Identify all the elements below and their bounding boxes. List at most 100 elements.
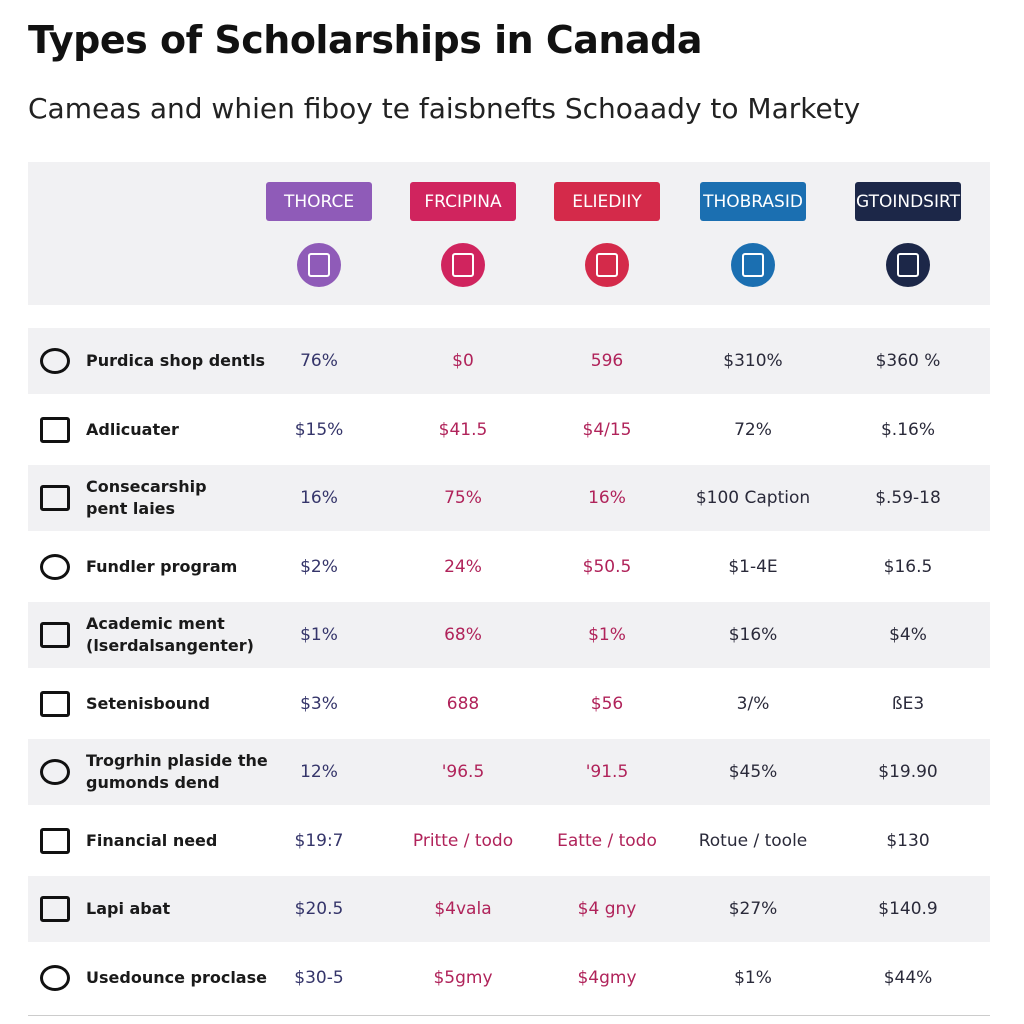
row-icon xyxy=(40,896,70,922)
cell: $41.5 xyxy=(438,419,488,440)
cell: $4 gny xyxy=(577,899,637,919)
cell: $16% xyxy=(728,625,778,645)
column-badge: ELIEDIIY xyxy=(554,182,660,221)
cell: $0 xyxy=(452,351,474,371)
icon-glyph xyxy=(308,253,330,277)
cell: 16% xyxy=(300,488,338,508)
row-icon xyxy=(40,348,70,374)
row-label-line: (lserdalsangenter) xyxy=(86,636,254,655)
cell: $4% xyxy=(889,625,927,645)
cell: 16% xyxy=(588,488,626,508)
cell: $44% xyxy=(883,967,933,988)
cell: $130 xyxy=(886,830,930,851)
row-icon xyxy=(40,553,70,580)
cell: $19.90 xyxy=(878,762,938,782)
row-label: Lapi abat xyxy=(86,898,170,920)
cell: 12% xyxy=(300,762,338,782)
title: Types of Scholarships in Canada xyxy=(28,18,702,62)
row-background xyxy=(28,328,990,394)
cell: Pritte / todo xyxy=(412,830,514,851)
row-background xyxy=(28,602,990,668)
row-label: Academic ment (lserdalsangenter) xyxy=(86,613,254,657)
cell: $19:7 xyxy=(294,830,344,851)
column-badge: FRCIPINA xyxy=(410,182,516,221)
row-label: Usedounce proclase xyxy=(86,967,267,989)
bottom-rule xyxy=(28,1015,990,1016)
row-label-line: Purdica shop dentls xyxy=(86,351,266,370)
cell: $4vala xyxy=(434,899,492,919)
row-icon xyxy=(40,485,70,511)
row-label-line: Setenisbound xyxy=(86,693,210,713)
cell: $310% xyxy=(723,351,783,371)
column-icon xyxy=(886,243,930,287)
cell: 72% xyxy=(734,419,772,440)
row-label-line: Fundler program xyxy=(86,556,238,576)
cell: $16.5 xyxy=(883,556,933,577)
cell: $.59-18 xyxy=(875,488,941,508)
cell: 76% xyxy=(300,351,338,371)
cell: $50.5 xyxy=(582,556,632,577)
cell: Rotue / toole xyxy=(698,830,808,851)
cell: $20.5 xyxy=(294,899,344,919)
cell: $30-5 xyxy=(294,967,344,988)
cell: 75% xyxy=(444,488,482,508)
row-label-line: pent laies xyxy=(86,499,176,518)
cell: $4/15 xyxy=(582,419,632,440)
row-background xyxy=(28,876,990,942)
cell: $1-4E xyxy=(728,556,778,577)
cell: $56 xyxy=(590,693,624,714)
row-background xyxy=(28,465,990,531)
cell: 3/% xyxy=(736,693,770,714)
row-label-line: Usedounce proclase xyxy=(86,967,267,987)
column-badge: THOBRASID xyxy=(700,182,806,221)
row-label-line: Lapi abat xyxy=(86,899,171,918)
row-label-line: Financial need xyxy=(86,830,218,850)
row-label-line: Academic ment xyxy=(86,614,225,633)
row-label-line: Adlicuater xyxy=(86,419,179,439)
row-label: Adlicuater xyxy=(86,419,179,441)
row-label-line: Trogrhin plaside the xyxy=(86,751,268,770)
cell: $360 % xyxy=(875,351,941,371)
cell: $45% xyxy=(728,762,778,782)
cell: '91.5 xyxy=(585,762,629,782)
cell: 596 xyxy=(590,351,624,371)
cell: $5gmy xyxy=(433,967,493,988)
row-background xyxy=(28,739,990,805)
row-icon xyxy=(40,827,70,854)
column-icon xyxy=(585,243,629,287)
cell: 688 xyxy=(446,693,480,714)
row-label-line: Consecarship xyxy=(86,477,207,496)
row-icon xyxy=(40,964,70,991)
row-label: Consecarship pent laies xyxy=(86,476,207,520)
icon-glyph xyxy=(452,253,474,277)
cell: $1% xyxy=(734,967,772,988)
icon-glyph xyxy=(897,253,919,277)
cell: ßE3 xyxy=(891,693,925,714)
row-icon xyxy=(40,416,70,443)
cell: $1% xyxy=(300,625,338,645)
cell: $3% xyxy=(300,693,338,714)
cell: $4gmy xyxy=(577,967,637,988)
subtitle: Cameas and whien fiboy te faisbnefts Sch… xyxy=(28,92,861,125)
icon-glyph xyxy=(596,253,618,277)
row-icon xyxy=(40,759,70,785)
cell: $15% xyxy=(294,419,344,440)
row-label: Setenisbound xyxy=(86,693,210,715)
cell: $2% xyxy=(300,556,338,577)
row-label: Financial need xyxy=(86,830,217,852)
cell: $140.9 xyxy=(878,899,938,919)
icon-glyph xyxy=(742,253,764,277)
cell: $1% xyxy=(588,625,626,645)
cell: $100 Caption xyxy=(695,488,811,508)
cell: '96.5 xyxy=(441,762,485,782)
row-label: Fundler program xyxy=(86,556,237,578)
cell: Eatte / todo xyxy=(557,830,657,851)
column-icon xyxy=(441,243,485,287)
cell: 68% xyxy=(444,625,482,645)
row-label: Trogrhin plaside the gumonds dend xyxy=(86,750,268,794)
row-label: Purdica shop dentls xyxy=(86,350,265,372)
column-badge: GTOINDSIRT xyxy=(855,182,961,221)
cell: $.16% xyxy=(880,419,936,440)
cell: $27% xyxy=(728,899,778,919)
